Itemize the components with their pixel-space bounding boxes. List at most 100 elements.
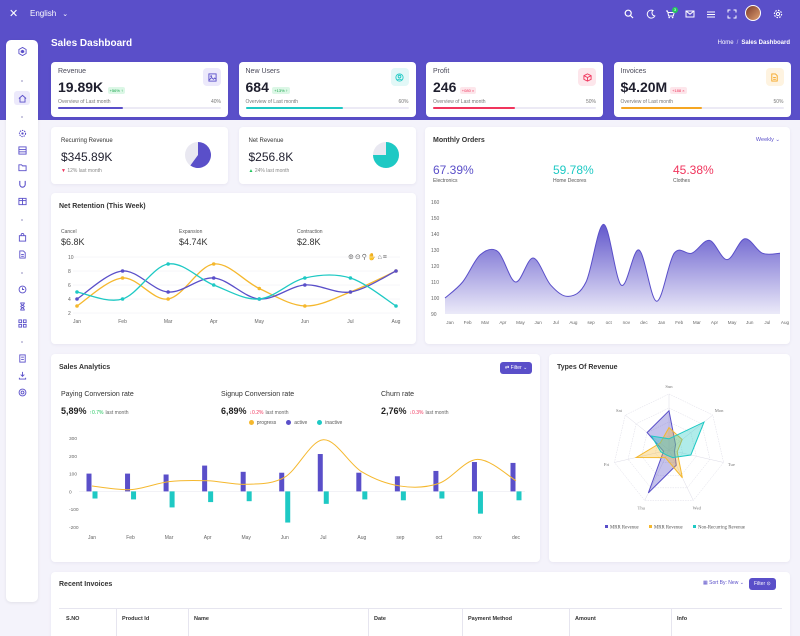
- table-header-payment-method[interactable]: Payment Method: [468, 616, 513, 622]
- mail-icon[interactable]: [684, 8, 696, 20]
- column-divider: [671, 609, 672, 636]
- order-stat-value: 67.39%: [433, 163, 474, 177]
- avatar[interactable]: [745, 5, 761, 21]
- filter-button[interactable]: ⇄ Filter ⌄: [500, 362, 533, 374]
- language-selector[interactable]: English ⌄: [30, 9, 68, 18]
- search-icon[interactable]: [623, 8, 635, 20]
- language-label: English: [30, 9, 57, 18]
- sort-dropdown[interactable]: ▦ Sort By: New ⌄: [703, 580, 744, 586]
- inactive-bar: [169, 491, 175, 508]
- x-tick-label: Jul: [320, 535, 326, 541]
- chevron-down-icon: ⌄: [62, 11, 69, 18]
- radar-axis-label: Thu: [638, 506, 646, 511]
- data-point: [75, 304, 79, 308]
- inactive-bar: [285, 491, 291, 523]
- apps-icon[interactable]: [14, 316, 30, 330]
- kpi-note: Overview of Last month: [58, 99, 111, 105]
- folder-icon[interactable]: [14, 160, 30, 174]
- y-tick-label: -200: [69, 525, 79, 531]
- chart-toolbar-icons[interactable]: ⊕⊖⚲✋⌂≡: [348, 254, 388, 261]
- y-tick-label: 100: [431, 296, 440, 302]
- settings-icon[interactable]: [14, 126, 30, 140]
- moon-icon[interactable]: [645, 8, 657, 20]
- data-point: [348, 276, 353, 280]
- fullscreen-icon[interactable]: [726, 8, 738, 20]
- data-point: [394, 269, 398, 273]
- x-tick-label: Mar: [164, 319, 173, 325]
- y-tick-label: 130: [431, 248, 440, 254]
- active-bar: [125, 473, 131, 492]
- x-tick-label: Jul: [347, 319, 353, 325]
- kpi-percent: 40%: [210, 99, 221, 105]
- column-divider: [569, 609, 570, 636]
- recent-invoices-title: Recent Invoices: [59, 581, 113, 588]
- kpi-progress-bar: [58, 107, 221, 109]
- monthly-orders-card: Monthly Orders Weekly ⌄ 160 150 140 130 120 1…: [425, 127, 790, 344]
- x-tick-label: nov: [473, 535, 482, 541]
- radar-series: [650, 421, 705, 459]
- legend-label: MRR Revenue: [610, 526, 639, 531]
- kpi-percent: 50%: [773, 99, 784, 105]
- inactive-bar: [477, 491, 483, 514]
- area-line: [444, 223, 781, 302]
- table-header-amount[interactable]: Amount: [575, 616, 596, 622]
- monthly-orders-title: Monthly Orders: [433, 137, 485, 144]
- document-icon[interactable]: [14, 351, 30, 365]
- kpi-card-new-users: New Users 684 +13% ↑ Overview of Last month…: [238, 62, 416, 117]
- area-fill: [445, 224, 780, 314]
- active-bar: [163, 474, 169, 492]
- revenue-pie-chart: [185, 142, 211, 168]
- menu-icon[interactable]: [705, 8, 717, 20]
- table-header-info[interactable]: Info: [677, 616, 688, 622]
- revenue-card-1: Net Revenue $256.8K ▲ 24% last month: [238, 127, 416, 184]
- y-tick-label: 90: [431, 312, 437, 318]
- invoice-filter-button[interactable]: Filter ⊙: [749, 578, 776, 590]
- legend-item-inactive[interactable]: inactive: [317, 420, 342, 426]
- clock-icon[interactable]: [14, 282, 30, 296]
- shopping-bag-icon[interactable]: [14, 230, 30, 244]
- table-icon[interactable]: [14, 194, 30, 208]
- sidebar-divider: [21, 341, 23, 343]
- column-divider: [462, 609, 463, 636]
- active-bar: [471, 462, 477, 492]
- cart-badge: 3: [672, 7, 678, 13]
- kpi-value: 684: [245, 79, 269, 95]
- table-header-product-id[interactable]: Product Id: [122, 616, 150, 622]
- breadcrumb-home[interactable]: Home: [717, 40, 734, 46]
- data-point: [166, 262, 170, 266]
- x-tick-label: Feb: [675, 320, 683, 325]
- inactive-bar: [323, 491, 329, 504]
- legend-item-active[interactable]: active: [286, 420, 307, 426]
- support-icon[interactable]: [14, 385, 30, 399]
- home-icon[interactable]: [14, 91, 30, 105]
- table-header-s-no[interactable]: S.NO: [66, 616, 80, 622]
- inactive-bar: [439, 491, 445, 499]
- y-tick-label: 150: [431, 216, 440, 222]
- data-point: [348, 290, 353, 294]
- file-icon[interactable]: [14, 247, 30, 261]
- radar-axis-label: Fri: [604, 462, 610, 467]
- hourglass-icon[interactable]: [14, 299, 30, 313]
- gear-icon[interactable]: [772, 8, 784, 20]
- kpi-percent: 60%: [398, 99, 409, 105]
- retention-stat-label: Contraction: [297, 229, 323, 235]
- kpi-card-revenue: Revenue 19.89K +56% ↑ Overview of Last mont…: [51, 62, 228, 117]
- retention-stat-value: $2.8K: [297, 237, 321, 247]
- monthly-orders-chart: 160 150 140 130 120 110 100 90 Jan Feb Mar Apr May Ju…: [431, 200, 790, 325]
- x-tick-label: May: [516, 320, 525, 325]
- table-header-name[interactable]: Name: [194, 616, 209, 622]
- close-icon[interactable]: ✕: [9, 8, 19, 20]
- grid-icon[interactable]: [14, 143, 30, 157]
- period-dropdown[interactable]: Weekly ⌄: [756, 137, 780, 143]
- order-stat-value: 59.78%: [553, 163, 594, 177]
- download-icon[interactable]: [14, 368, 30, 382]
- legend-item-progress[interactable]: progress: [248, 420, 276, 426]
- data-point: [211, 262, 216, 266]
- kpi-value: $4.20M: [620, 79, 668, 95]
- table-header-date[interactable]: Date: [374, 616, 386, 622]
- column-divider: [116, 609, 117, 636]
- sales-stat-value: 2,76%: [381, 406, 407, 416]
- revenue-value: $256.8K: [248, 150, 294, 164]
- magnet-icon[interactable]: [14, 177, 30, 191]
- order-stat-label: Clothes: [673, 178, 690, 184]
